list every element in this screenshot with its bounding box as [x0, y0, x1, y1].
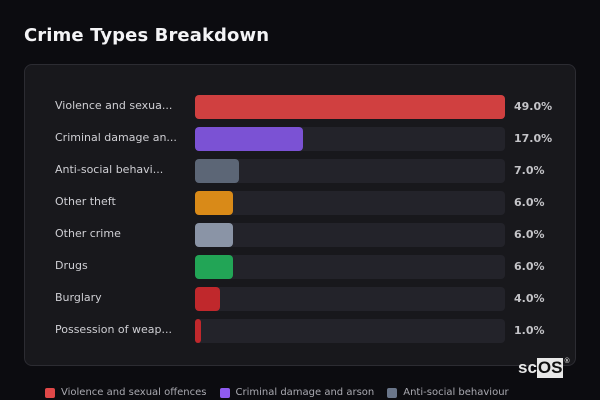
bar-row: Drugs 6.0% [25, 255, 575, 279]
registered-mark-icon: ® [564, 358, 570, 365]
bar-value: 6.0% [514, 228, 545, 241]
legend-swatch-icon [219, 387, 230, 398]
bar-value: 7.0% [514, 164, 545, 177]
legend: Violence and sexual offences Criminal dam… [45, 387, 509, 398]
legend-item[interactable]: Violence and sexual offences [45, 387, 207, 398]
bar-track [195, 191, 505, 215]
bar-value: 6.0% [514, 196, 545, 209]
bar-fill[interactable] [195, 287, 221, 311]
legend-label: Criminal damage and arson [235, 387, 375, 398]
bar-value: 49.0% [514, 100, 553, 113]
bar-label: Burglary [55, 291, 102, 304]
bar-fill[interactable] [195, 191, 233, 215]
bar-fill[interactable] [195, 159, 240, 183]
bar-label: Other theft [55, 195, 116, 208]
bar-track [195, 319, 505, 343]
bar-track [195, 223, 505, 247]
bar-track [195, 127, 505, 151]
bar-value: 6.0% [514, 260, 545, 273]
bar-fill[interactable] [195, 319, 202, 343]
bar-label: Criminal damage an... [55, 131, 177, 144]
bar-value: 4.0% [514, 292, 545, 305]
chart-title: Crime Types Breakdown [24, 25, 270, 46]
brand-logo: sc OS ® [518, 358, 570, 378]
chart-card: Violence and sexua... 49.0% Criminal damag… [24, 64, 576, 366]
bar-row: Burglary 4.0% [25, 287, 575, 311]
bar-track [195, 95, 505, 119]
bar-label: Other crime [55, 227, 121, 240]
bar-track [195, 255, 505, 279]
bar-row: Possession of weap... 1.0% [25, 319, 575, 343]
logo-prefix: sc [518, 358, 537, 377]
bar-label: Possession of weap... [55, 323, 172, 336]
bar-fill[interactable] [195, 95, 505, 119]
legend-label: Violence and sexual offences [61, 387, 207, 398]
legend-label: Anti-social behaviour [403, 387, 509, 398]
bar-label: Anti-social behavi... [55, 163, 164, 176]
bar-fill[interactable] [195, 255, 233, 279]
bar-track [195, 287, 505, 311]
bar-row: Other theft 6.0% [25, 191, 575, 215]
legend-swatch-icon [45, 387, 55, 398]
bar-value: 17.0% [514, 132, 553, 145]
legend-swatch-icon [387, 387, 398, 398]
legend-item[interactable]: Criminal damage and arson [219, 387, 375, 398]
logo-highlight: OS [536, 358, 564, 378]
legend-item[interactable]: Anti-social behaviour [387, 387, 509, 398]
bar-value: 1.0% [514, 324, 545, 337]
bar-track [195, 159, 505, 183]
bar-label: Violence and sexua... [55, 99, 173, 112]
bar-row: Other crime 6.0% [25, 223, 575, 247]
bar-row: Anti-social behavi... 7.0% [25, 159, 575, 183]
bar-fill[interactable] [195, 223, 233, 247]
bar-row: Violence and sexua... 49.0% [25, 95, 575, 119]
bar-fill[interactable] [195, 127, 303, 151]
bar-row: Criminal damage an... 17.0% [25, 127, 575, 151]
bar-label: Drugs [55, 259, 88, 272]
